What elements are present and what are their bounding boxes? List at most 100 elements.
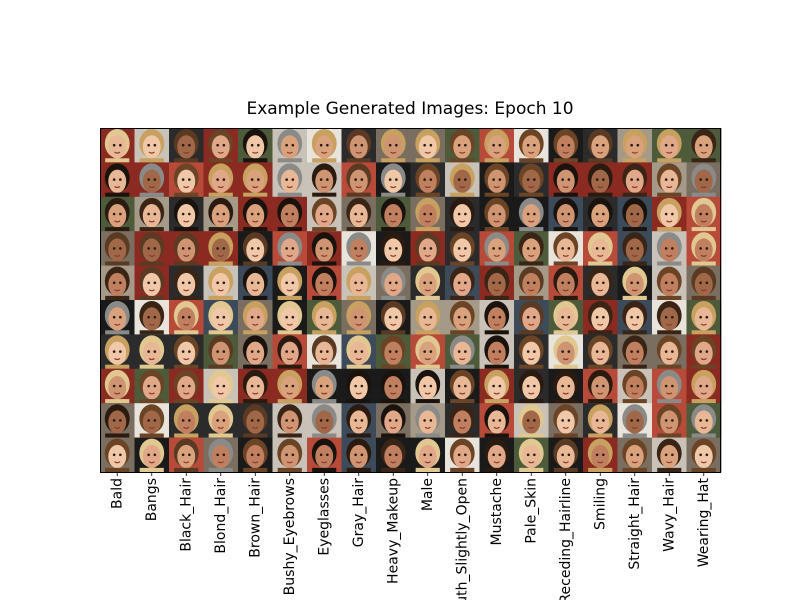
face-image [272, 231, 308, 267]
face [108, 410, 127, 434]
eye [705, 384, 709, 388]
eye [423, 143, 426, 147]
eye [664, 178, 668, 181]
face [211, 444, 230, 469]
shoulders [243, 433, 268, 438]
face [591, 341, 610, 366]
eye [567, 384, 571, 388]
face-image [652, 300, 687, 335]
face-image [514, 265, 549, 301]
shoulders [519, 433, 544, 438]
mouth [252, 392, 259, 395]
mouth [286, 151, 293, 154]
shoulders [174, 330, 199, 335]
face [211, 169, 230, 194]
eye [630, 247, 633, 250]
mouth [666, 151, 673, 154]
shoulders [415, 295, 440, 300]
mouth [562, 220, 569, 223]
face-image [514, 231, 549, 267]
face [280, 307, 299, 331]
mouth [528, 220, 535, 223]
eye [257, 453, 260, 457]
face [108, 341, 127, 366]
eye [388, 350, 392, 353]
face-image [583, 403, 618, 439]
eye [630, 453, 633, 457]
face [522, 410, 541, 434]
shoulders [312, 192, 337, 197]
face-image [617, 334, 653, 370]
shoulders [277, 364, 302, 369]
face-image [307, 403, 342, 439]
eye [285, 315, 288, 319]
eye [291, 384, 295, 388]
mouth [286, 323, 293, 326]
eye [222, 281, 226, 285]
face-image [617, 437, 653, 473]
shoulders [484, 158, 509, 163]
shoulders [139, 399, 164, 404]
face-image [272, 368, 308, 404]
face [280, 272, 299, 297]
eye [602, 212, 605, 216]
mouth [700, 254, 707, 257]
eye [671, 315, 674, 319]
face-image [479, 334, 515, 370]
face [418, 307, 437, 331]
mouth [183, 323, 190, 326]
eye [526, 315, 530, 319]
shoulders [277, 295, 302, 300]
eye [388, 212, 392, 216]
eye [181, 247, 185, 250]
eye [326, 281, 329, 285]
eye [319, 453, 323, 457]
mouth [666, 461, 673, 464]
column-label: Smiling [592, 478, 608, 530]
eye [492, 453, 495, 457]
eye [250, 143, 254, 147]
eye [567, 419, 571, 422]
eye [595, 315, 599, 319]
eye [457, 419, 461, 422]
shoulders [415, 364, 440, 369]
mouth [390, 323, 397, 326]
shoulders [346, 261, 371, 266]
face-image [100, 231, 135, 267]
shoulders [519, 158, 544, 163]
eye [354, 419, 357, 422]
eye [533, 143, 536, 147]
face-image [479, 368, 515, 404]
face [315, 307, 334, 331]
mouth [459, 289, 466, 292]
shoulders [484, 261, 509, 266]
eye [388, 419, 392, 422]
mouth [390, 151, 397, 154]
face [660, 238, 679, 262]
face-image [514, 128, 549, 163]
mouth [286, 392, 293, 395]
eye [429, 419, 433, 422]
mouth [424, 426, 431, 429]
shoulders [139, 295, 164, 300]
mouth [562, 357, 569, 361]
eye [188, 315, 191, 319]
face-image [583, 300, 618, 335]
face [625, 204, 644, 228]
eye [429, 143, 433, 147]
mouth [700, 426, 707, 429]
eye [188, 384, 191, 388]
eye [291, 315, 295, 319]
eye [526, 419, 530, 422]
face-image [238, 368, 273, 404]
eye [388, 384, 392, 388]
eye [457, 212, 461, 216]
mouth [562, 323, 569, 326]
face [142, 444, 161, 469]
face [315, 204, 334, 228]
face-image [272, 265, 308, 301]
face [660, 204, 679, 228]
shoulders [381, 295, 406, 300]
face-image [652, 162, 687, 198]
shoulders [622, 158, 647, 163]
